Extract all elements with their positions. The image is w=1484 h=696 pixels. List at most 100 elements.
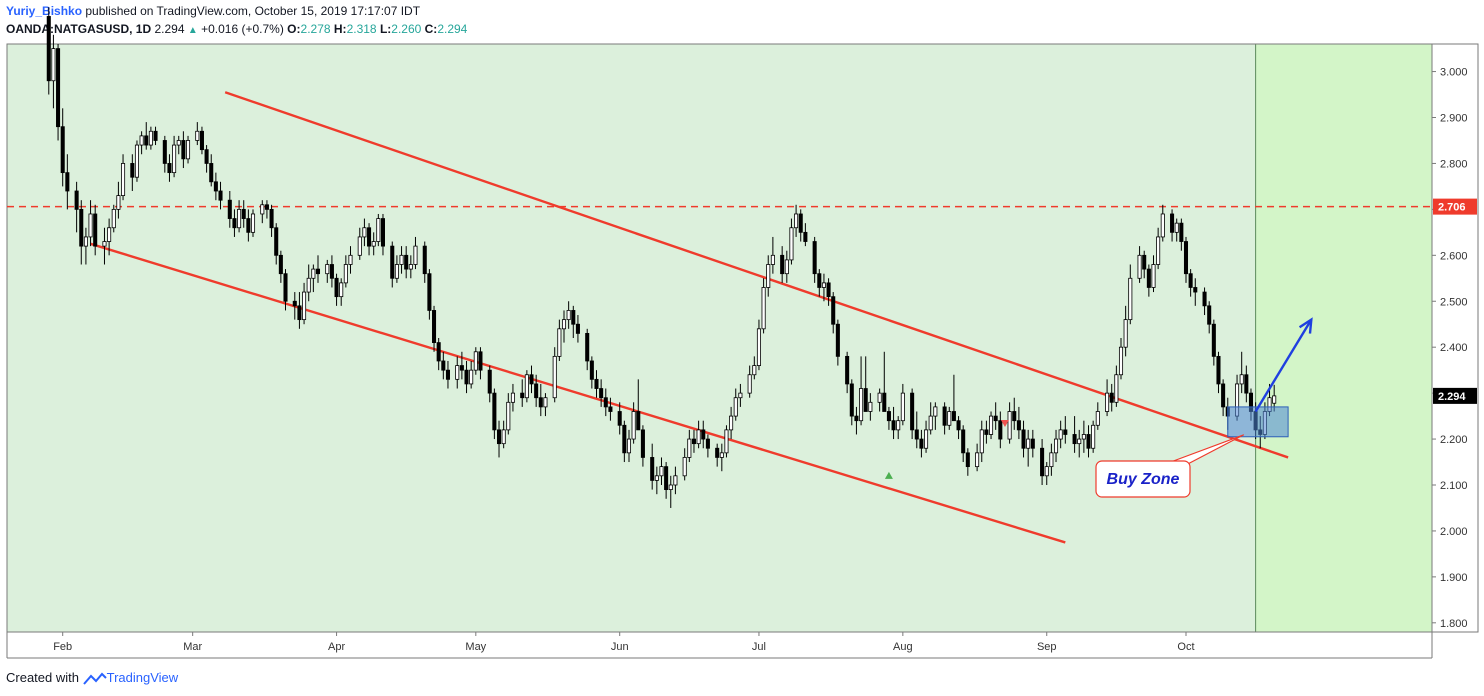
close-value: 2.294: [437, 22, 468, 36]
time-axis[interactable]: Feb Mar Apr May Jun Jul Aug Sep Oct: [53, 632, 1195, 653]
candle-up: [1044, 466, 1049, 477]
candle-down: [1193, 287, 1198, 293]
candle-down: [1063, 429, 1068, 435]
candle-up: [770, 254, 775, 265]
candle-down: [130, 163, 135, 178]
candle-down: [427, 273, 432, 311]
candle-down: [334, 277, 339, 298]
time-tick-label: Mar: [183, 641, 202, 653]
candle-up: [1123, 319, 1128, 348]
candle-up: [756, 328, 761, 366]
future-zone: [1255, 44, 1432, 632]
candle-down: [798, 213, 803, 233]
candles: [46, 7, 1277, 508]
candle-up: [111, 208, 116, 229]
candle-up: [51, 48, 56, 82]
candle-up: [121, 163, 126, 196]
candle-up: [1091, 424, 1096, 449]
candle-down: [585, 333, 590, 362]
candle-up: [1128, 277, 1133, 321]
candle-down: [329, 264, 334, 279]
candle-up: [766, 264, 771, 288]
candle-up: [339, 282, 344, 298]
candle-up: [733, 397, 738, 417]
candle-down: [664, 466, 669, 490]
target-arrow-line[interactable]: [1254, 319, 1313, 413]
tradingview-brand[interactable]: TradingView: [106, 670, 179, 685]
candle-down: [487, 369, 492, 394]
candle-up: [1114, 374, 1119, 403]
candle-down: [274, 227, 279, 256]
buy-zone-box[interactable]: [1227, 406, 1289, 438]
candle-up: [139, 135, 144, 146]
candle-down: [854, 415, 859, 422]
channel-lower-line[interactable]: [90, 242, 1066, 544]
tradingview-logo-icon: [82, 672, 107, 685]
candle-up: [761, 287, 766, 330]
price-axis[interactable]: 1.8001.9002.0002.1002.2002.3002.4002.500…: [1432, 67, 1477, 630]
candle-up: [195, 130, 200, 141]
candle-down: [74, 190, 79, 210]
candle-down: [998, 420, 1003, 440]
published-text: published on TradingView.com, October 15…: [85, 4, 421, 18]
candle-down: [464, 369, 469, 385]
candle-down: [961, 429, 966, 454]
candle-up: [83, 236, 88, 247]
time-tick-label: Oct: [1177, 641, 1194, 653]
candle-down: [404, 254, 409, 270]
candle-down: [1086, 434, 1091, 449]
candle-up: [399, 254, 404, 265]
candle-up: [325, 264, 330, 275]
candle-down: [1021, 429, 1026, 449]
candle-down: [1202, 291, 1207, 307]
candle-down: [636, 411, 641, 431]
candle-down: [594, 378, 599, 389]
candle-up: [1151, 264, 1156, 288]
candle-down: [153, 130, 158, 141]
candle-down: [232, 218, 237, 229]
candle-down: [241, 208, 246, 219]
author-link[interactable]: Yuriy_Bishko: [6, 4, 83, 18]
candle-up: [626, 438, 632, 454]
candle-up: [1026, 438, 1031, 449]
candle-up: [343, 264, 348, 284]
last-price: 2.294: [154, 22, 185, 36]
candle-down: [1211, 323, 1216, 357]
candle-down: [1012, 411, 1017, 422]
candle-down: [144, 135, 149, 146]
candle-up: [877, 392, 882, 403]
candle-down: [1170, 213, 1175, 233]
candle-down: [162, 140, 167, 164]
plot-area: [6, 43, 1479, 659]
candle-up: [362, 227, 367, 238]
candle-down: [993, 415, 998, 422]
close-label: C:: [424, 22, 438, 36]
price-tick-label: 1.900: [1440, 572, 1468, 584]
candle-up: [543, 397, 548, 408]
candle-up: [102, 241, 107, 247]
candle-down: [589, 360, 594, 380]
candle-up: [501, 429, 506, 445]
candle-down: [93, 213, 98, 247]
price-up-icon: ▲: [187, 25, 198, 36]
candle-up: [473, 351, 478, 371]
candle-up: [821, 282, 826, 288]
candle-up: [933, 406, 938, 417]
candle-down: [1030, 438, 1035, 449]
candle-down: [478, 351, 483, 371]
candle-down: [863, 388, 868, 412]
candle-down: [204, 149, 209, 164]
candle-down: [496, 429, 502, 445]
candle-down: [882, 392, 887, 412]
candle-down: [845, 355, 850, 385]
candle-down: [213, 181, 218, 192]
candle-up: [88, 213, 93, 238]
candle-down: [492, 392, 497, 431]
price-tick-label: 2.800: [1440, 158, 1468, 170]
candle-down: [209, 163, 214, 183]
candle-up: [134, 144, 139, 178]
candle-up: [747, 374, 752, 394]
symbol-header: OANDA:NATGASUSD, 1D 2.294 ▲ +0.016 (+0.7…: [6, 22, 467, 36]
signal-down-icon: [1000, 419, 1009, 427]
